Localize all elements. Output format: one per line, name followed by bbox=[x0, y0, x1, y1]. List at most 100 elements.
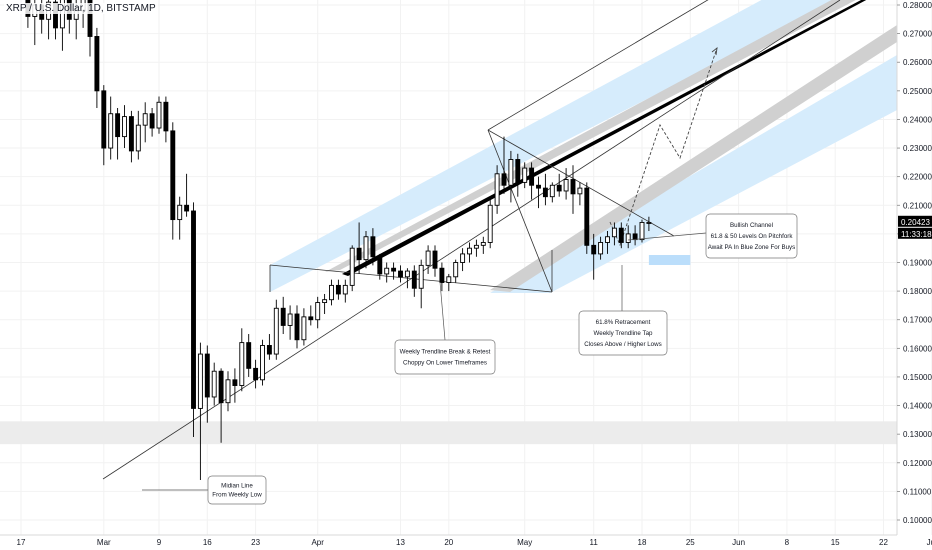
candle-body bbox=[598, 242, 604, 255]
time-tick-label: 8 bbox=[785, 538, 790, 547]
candle-body bbox=[177, 204, 183, 221]
annotation-text: Midian Line bbox=[221, 482, 253, 489]
upper-grey-band bbox=[325, 0, 856, 272]
candle-body bbox=[508, 159, 514, 186]
candle-body bbox=[108, 113, 114, 149]
annotation-box bbox=[705, 213, 798, 259]
candle-body bbox=[349, 247, 355, 286]
candle-body bbox=[570, 179, 576, 195]
time-tick-label: 15 bbox=[831, 538, 840, 547]
candle-body bbox=[605, 236, 610, 243]
time-tick-label: Jul bbox=[927, 538, 932, 547]
annotation-text: 61.8% Retracement bbox=[596, 319, 651, 326]
candle-body bbox=[163, 101, 169, 132]
candle-body bbox=[156, 101, 162, 129]
candle-body bbox=[398, 270, 403, 278]
candle-body bbox=[625, 233, 631, 243]
candle-body bbox=[522, 167, 528, 183]
time-tick-label: 18 bbox=[638, 538, 647, 547]
candle-body bbox=[425, 250, 431, 266]
descending-trendline bbox=[487, 129, 675, 237]
candle-body bbox=[356, 247, 362, 261]
pitchfork-channel bbox=[270, 0, 897, 293]
candle-body bbox=[246, 342, 252, 369]
candle-body bbox=[584, 187, 590, 246]
candle-body bbox=[101, 90, 107, 149]
price-tick-label: 0.13000 bbox=[903, 430, 932, 439]
price-tick-label: 0.23000 bbox=[903, 144, 932, 153]
price-tick-label: 0.22000 bbox=[903, 173, 932, 182]
last-price-label: 0.20423 bbox=[901, 218, 930, 227]
candle-body bbox=[404, 270, 410, 278]
candle-body bbox=[487, 204, 493, 243]
price-tick-label: 0.28000 bbox=[903, 1, 932, 10]
candle-body bbox=[253, 367, 259, 381]
candle-body bbox=[218, 370, 224, 404]
candle-body bbox=[115, 113, 121, 138]
candle-body bbox=[149, 113, 155, 129]
candle-body bbox=[211, 370, 217, 398]
annotation-pointer bbox=[439, 281, 446, 341]
candle-body bbox=[266, 345, 272, 355]
projection-arrowhead bbox=[711, 46, 718, 56]
candle-body bbox=[191, 210, 196, 409]
candle-body bbox=[128, 116, 134, 152]
symbol-header: XRP / U.S. Dollar, 1D, BITSTAMP bbox=[4, 3, 158, 14]
price-tick-label: 0.14000 bbox=[903, 402, 932, 411]
countdown-tag bbox=[898, 227, 932, 239]
candle-body bbox=[439, 267, 445, 283]
annotation-box bbox=[207, 475, 267, 505]
time-tick-label: 20 bbox=[444, 538, 453, 547]
price-tick-label: 0.25000 bbox=[903, 87, 932, 96]
candle-body bbox=[618, 227, 624, 243]
candle-body bbox=[197, 353, 203, 409]
buy-zone bbox=[648, 255, 691, 265]
annotation-text: Await PA In Blue Zone For Buys bbox=[708, 244, 795, 251]
last-price-tag bbox=[898, 215, 932, 227]
price-tick-label: 0.19000 bbox=[903, 259, 932, 268]
candle-body bbox=[632, 233, 638, 241]
time-axis[interactable]: 17 Mar 9 16 23 Apr 13 20 May 11 18 25 Jun 8 15 22 Jul bbox=[0, 534, 932, 547]
candle-body bbox=[529, 167, 535, 186]
candle-body bbox=[515, 159, 521, 183]
candle-body bbox=[453, 262, 459, 278]
candle-body bbox=[170, 130, 176, 221]
candle-body bbox=[335, 284, 341, 295]
countdown-label: 11:33:18 bbox=[901, 230, 932, 239]
time-tick-label: 22 bbox=[879, 538, 888, 547]
candle-body bbox=[342, 284, 348, 295]
annotation-text: From Weekly Low bbox=[212, 492, 262, 499]
support-zone-layer bbox=[0, 421, 897, 445]
candle-body bbox=[563, 179, 569, 192]
candle-body bbox=[467, 247, 472, 255]
price-axis[interactable]: 0.10000 0.11000 0.12000 0.13000 0.14000 0.150… bbox=[896, 0, 932, 535]
annotation-pointer bbox=[627, 232, 707, 241]
price-tick-label: 0.27000 bbox=[903, 30, 932, 39]
price-tick-label: 0.21000 bbox=[903, 201, 932, 210]
candle-body bbox=[315, 302, 321, 321]
candle-body bbox=[473, 244, 479, 249]
annotation-box bbox=[578, 310, 668, 356]
candle-body bbox=[53, 1, 58, 29]
candle-body bbox=[494, 173, 500, 206]
band-edge bbox=[342, 0, 867, 276]
triangle-right-edge bbox=[487, 129, 553, 293]
price-tick-label: 0.10000 bbox=[903, 516, 932, 525]
candle-body bbox=[432, 250, 438, 269]
price-tick-label: 0.12000 bbox=[903, 459, 932, 468]
time-tick-label: 23 bbox=[251, 538, 260, 547]
annotation-text: Weekly Trendline Break & Retest bbox=[400, 348, 491, 355]
lower-grey-band bbox=[490, 25, 897, 292]
candle-body bbox=[135, 124, 141, 152]
time-tick-label: May bbox=[517, 538, 532, 547]
candle-body bbox=[184, 204, 190, 212]
candle-body bbox=[239, 342, 245, 386]
candle-body bbox=[446, 276, 452, 283]
candle-body bbox=[646, 221, 652, 224]
upper-tine-line bbox=[487, 0, 709, 131]
candle-body bbox=[639, 221, 645, 241]
candles bbox=[25, 0, 652, 480]
candle-body bbox=[308, 316, 314, 321]
candle-body bbox=[122, 116, 127, 138]
